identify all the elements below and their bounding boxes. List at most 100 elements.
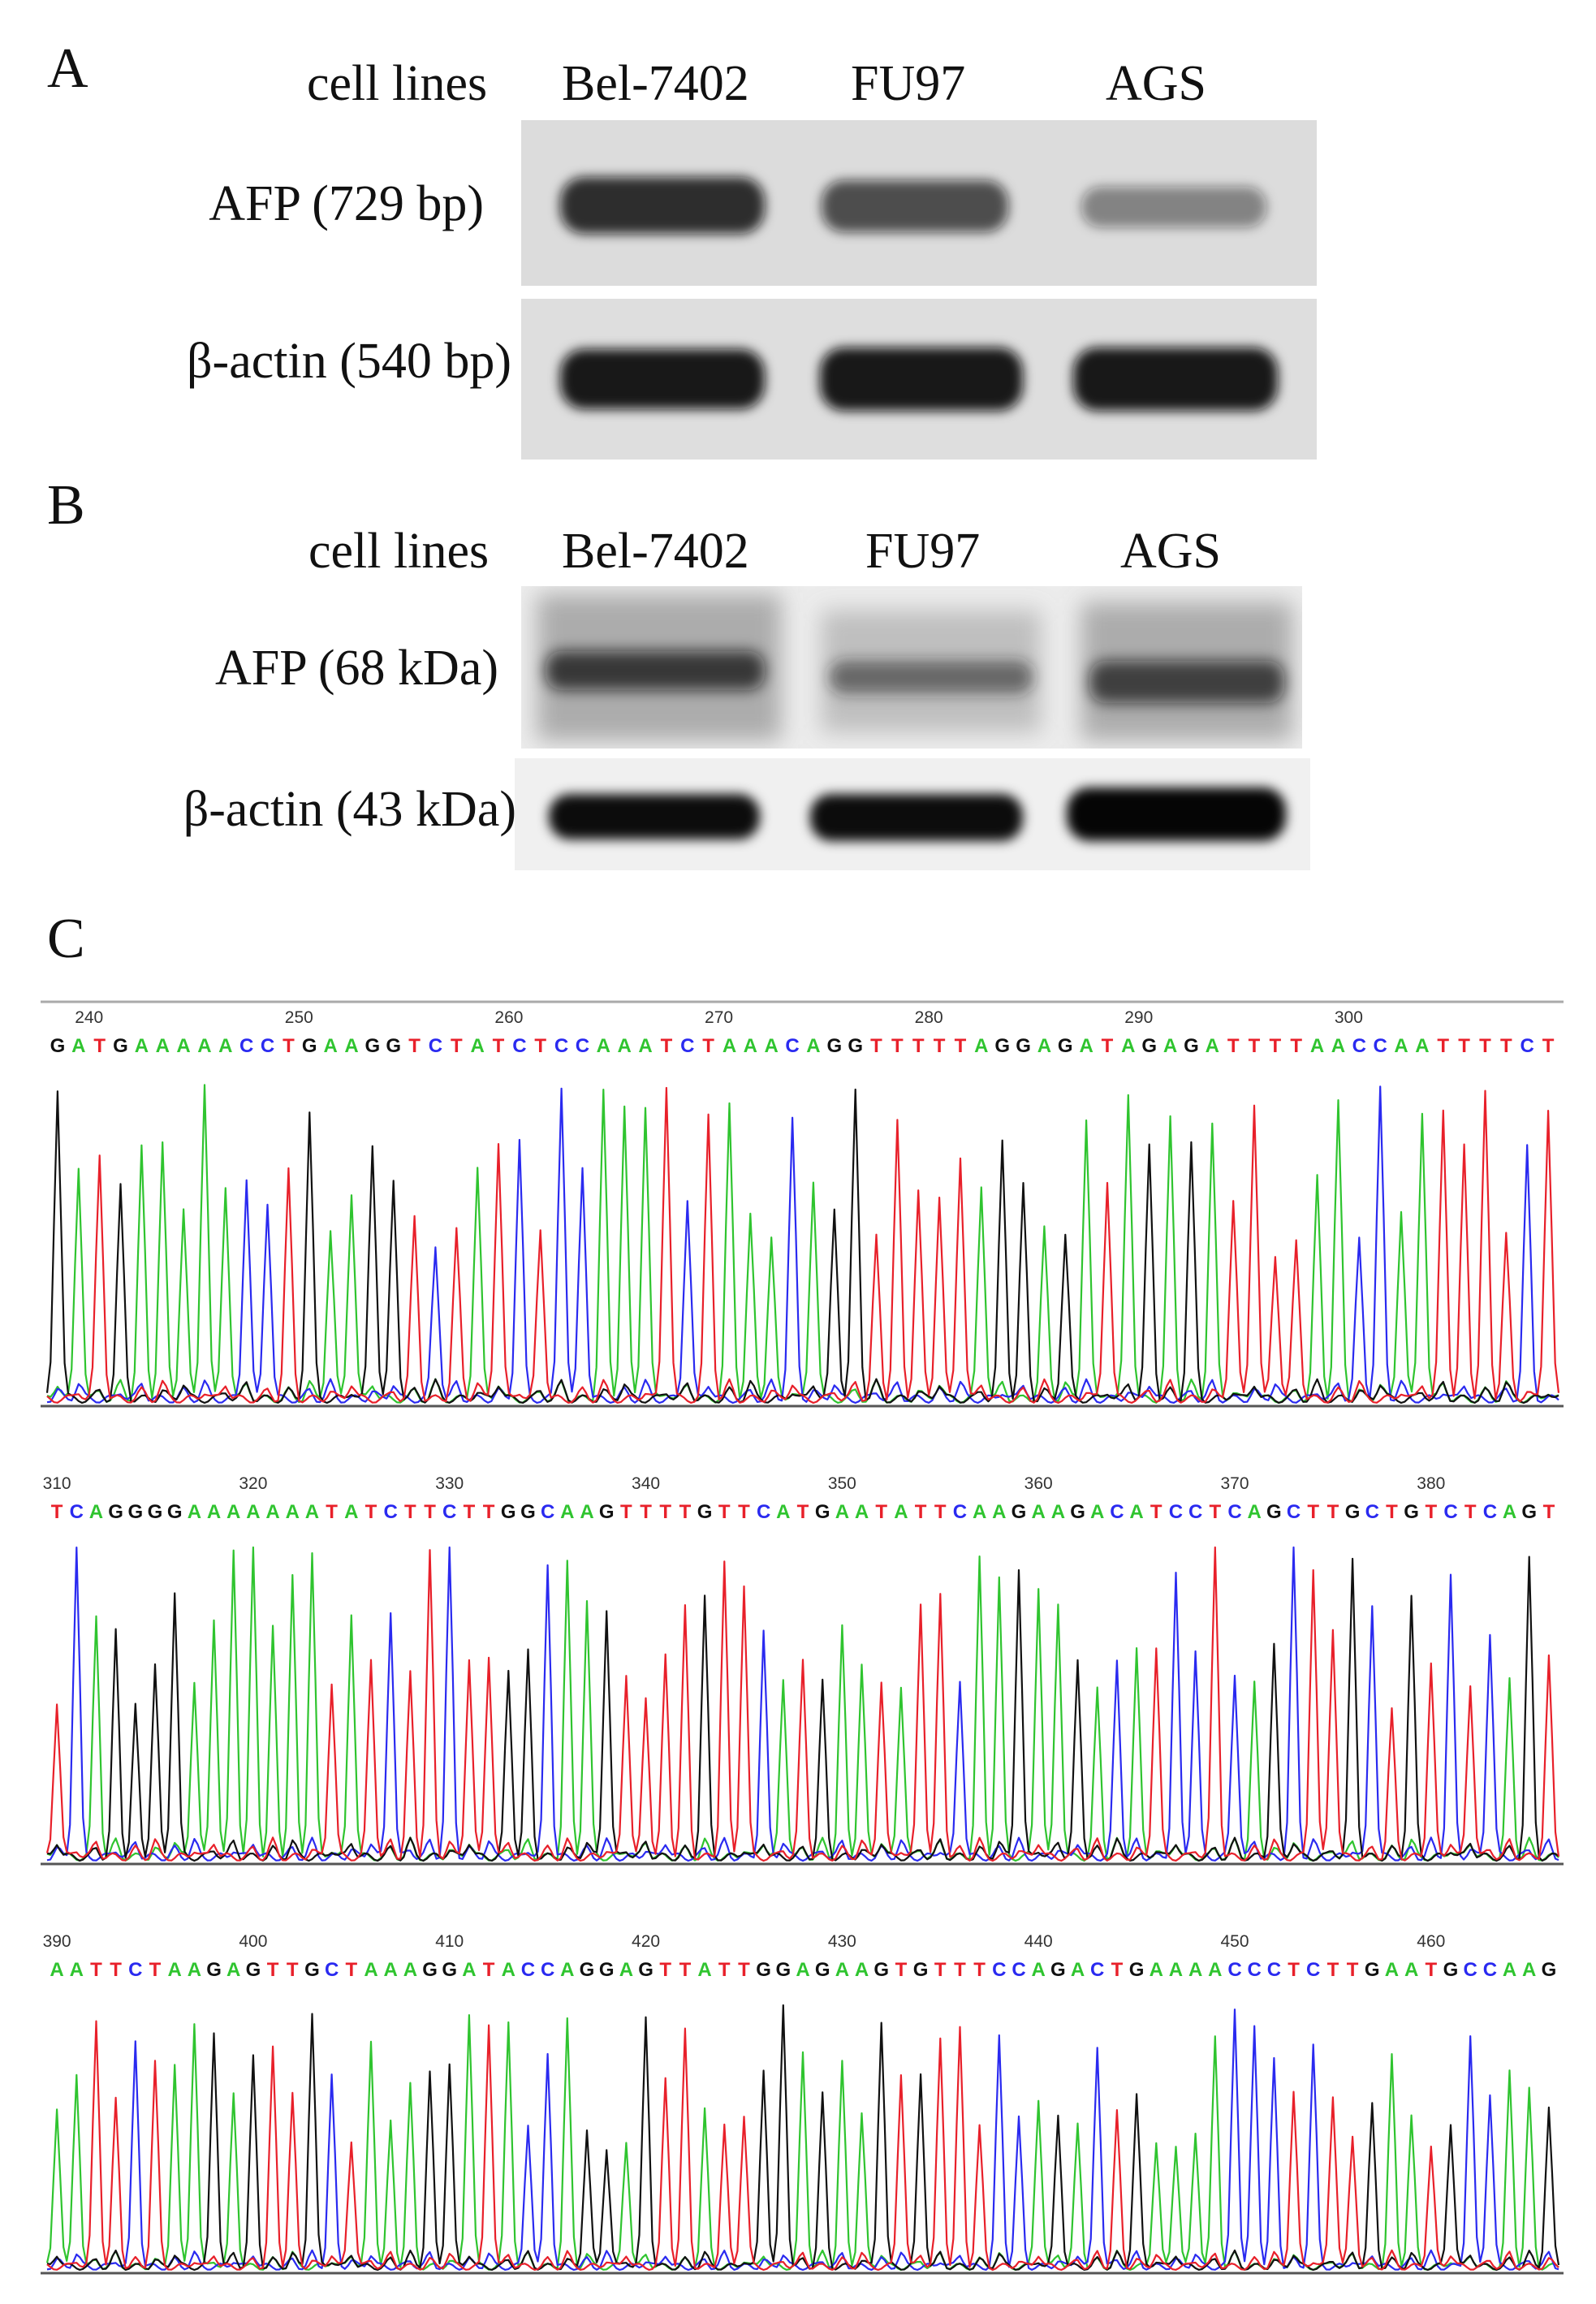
position-tick-label: 400: [239, 1932, 267, 1951]
base-call-C: C: [1227, 1501, 1241, 1523]
base-call-A: A: [218, 1035, 232, 1057]
trace-line-T: [45, 1546, 1560, 1862]
base-call-C: C: [239, 1035, 253, 1057]
base-call-T: T: [934, 1035, 946, 1057]
base-call-T: T: [483, 1959, 495, 1981]
panel-a-header-ags: AGS: [1106, 56, 1207, 111]
base-call-G: G: [826, 1035, 842, 1057]
gel-band-a-actin-1: [560, 349, 765, 409]
base-call-A: A: [1503, 1501, 1516, 1523]
base-call-A: A: [197, 1035, 211, 1057]
base-call-T: T: [493, 1035, 505, 1057]
base-call-T: T: [326, 1501, 338, 1523]
base-call-T: T: [718, 1501, 731, 1523]
base-call-T: T: [640, 1501, 652, 1523]
base-call-T: T: [1327, 1959, 1339, 1981]
base-call-C: C: [757, 1501, 770, 1523]
base-call-A: A: [894, 1501, 908, 1523]
base-call-C: C: [541, 1959, 554, 1981]
base-call-A: A: [470, 1035, 484, 1057]
base-call-G: G: [775, 1959, 791, 1981]
base-call-T: T: [1425, 1501, 1437, 1523]
base-call-T: T: [1327, 1501, 1339, 1523]
base-call-A: A: [1150, 1959, 1163, 1981]
base-call-A: A: [835, 1501, 849, 1523]
base-call-G: G: [386, 1035, 401, 1057]
base-call-A: A: [1248, 1501, 1262, 1523]
blot-band-b-actin-3: [1067, 787, 1286, 841]
position-tick-label: 390: [43, 1932, 71, 1951]
position-tick-label: 410: [435, 1932, 464, 1951]
base-call-G: G: [422, 1959, 438, 1981]
panel-b-blot-actin: [515, 758, 1310, 870]
base-call-T: T: [1464, 1501, 1477, 1523]
position-tick-label: 280: [915, 1008, 943, 1027]
base-call-A: A: [71, 1035, 85, 1057]
base-call-T: T: [1500, 1035, 1512, 1057]
panel-b-letter: B: [47, 474, 85, 537]
panel-b-blot-afp: [521, 586, 1302, 749]
base-call-T: T: [408, 1035, 421, 1057]
base-call-G: G: [1404, 1501, 1419, 1523]
base-call-T: T: [424, 1501, 436, 1523]
base-call-A: A: [1208, 1959, 1222, 1981]
base-call-T: T: [915, 1501, 927, 1523]
base-call-G: G: [1129, 1959, 1145, 1981]
base-call-C: C: [512, 1035, 526, 1057]
base-call-G: G: [580, 1959, 595, 1981]
base-call-T: T: [110, 1959, 122, 1981]
base-call-G: G: [1365, 1959, 1380, 1981]
position-tick-label: 430: [828, 1932, 856, 1951]
base-call-A: A: [1032, 1959, 1046, 1981]
base-call-T: T: [267, 1959, 279, 1981]
base-call-G: G: [520, 1501, 536, 1523]
trace-line-C: [46, 1546, 1559, 1862]
base-call-A: A: [697, 1959, 711, 1981]
base-call-A: A: [1037, 1035, 1051, 1057]
base-call-G: G: [365, 1035, 381, 1057]
base-call-T: T: [404, 1501, 416, 1523]
base-call-T: T: [1270, 1035, 1282, 1057]
base-call-G: G: [599, 1959, 615, 1981]
position-tick-label: 380: [1417, 1474, 1445, 1493]
base-call-T: T: [93, 1035, 106, 1057]
base-call-A: A: [638, 1035, 652, 1057]
base-call-G: G: [1521, 1501, 1537, 1523]
base-call-T: T: [738, 1959, 750, 1981]
base-call-A: A: [168, 1959, 182, 1981]
base-call-G: G: [848, 1035, 863, 1057]
base-call-A: A: [89, 1501, 103, 1523]
base-call-C: C: [1443, 1501, 1457, 1523]
blot-band-b-afp-1: [546, 651, 765, 690]
base-call-T: T: [702, 1035, 714, 1057]
panel-b-header-bel7402: Bel-7402: [562, 524, 749, 579]
base-call-A: A: [50, 1959, 63, 1981]
base-call-A: A: [597, 1035, 610, 1057]
base-call-G: G: [442, 1959, 457, 1981]
base-call-G: G: [994, 1035, 1010, 1057]
base-call-T: T: [451, 1035, 463, 1057]
base-call-T: T: [1227, 1035, 1240, 1057]
base-call-C: C: [1090, 1959, 1104, 1981]
base-call-G: G: [1141, 1035, 1157, 1057]
base-call-C: C: [442, 1501, 456, 1523]
base-call-C: C: [785, 1035, 799, 1057]
base-call-T: T: [1290, 1035, 1302, 1057]
gel-band-a-afp-2: [822, 180, 1008, 232]
blot-band-b-afp-3: [1089, 661, 1284, 703]
position-tick-label: 360: [1024, 1474, 1053, 1493]
base-call-T: T: [1249, 1035, 1261, 1057]
base-call-A: A: [344, 1501, 358, 1523]
base-call-T: T: [1425, 1959, 1437, 1981]
base-call-A: A: [188, 1501, 201, 1523]
base-call-T: T: [679, 1959, 692, 1981]
base-call-T: T: [1111, 1959, 1124, 1981]
position-tick-label: 320: [239, 1474, 267, 1493]
base-call-A: A: [1121, 1035, 1135, 1057]
base-call-A: A: [1163, 1035, 1177, 1057]
base-call-G: G: [1184, 1035, 1199, 1057]
base-call-A: A: [1206, 1035, 1219, 1057]
base-call-G: G: [501, 1501, 516, 1523]
base-call-C: C: [384, 1501, 398, 1523]
